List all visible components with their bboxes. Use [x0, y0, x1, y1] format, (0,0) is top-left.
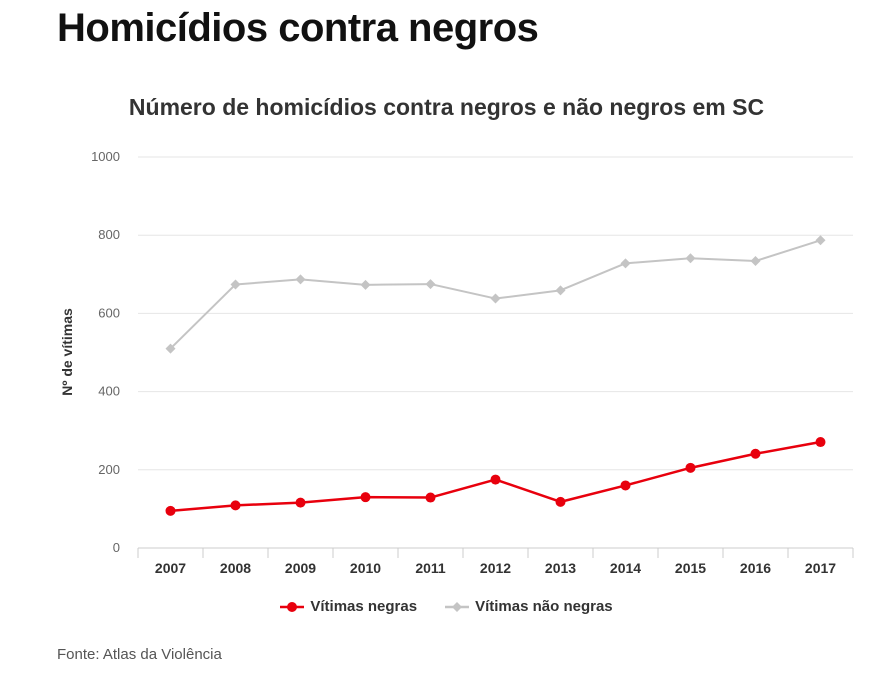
data-point-2009[interactable]: [295, 497, 306, 508]
series: [165, 235, 826, 516]
gridlines: [138, 156, 853, 471]
data-point-2016[interactable]: [750, 448, 761, 459]
legend-swatch-icon: [445, 601, 470, 612]
data-point-2011[interactable]: [425, 279, 436, 290]
x-tick-label-2012: 2012: [480, 560, 511, 576]
legend-item-vitimas-negras[interactable]: Vítimas negras: [280, 598, 417, 615]
data-point-2008[interactable]: [230, 279, 241, 290]
y-axis-label: Nº de vítimas: [59, 308, 75, 396]
data-point-2012[interactable]: [490, 474, 501, 485]
y-tick-label-0: 0: [113, 540, 120, 555]
x-tick-label-2011: 2011: [415, 560, 446, 576]
legend-label: Vítimas negras: [310, 598, 418, 615]
data-point-2017[interactable]: [815, 235, 826, 246]
y-tick-label-1000: 1000: [91, 149, 120, 164]
data-point-2009[interactable]: [295, 274, 306, 285]
x-tick-label-2007: 2007: [155, 560, 186, 576]
x-tick-label-2015: 2015: [675, 560, 706, 576]
data-point-2008[interactable]: [230, 500, 241, 511]
x-tick-label-2016: 2016: [740, 560, 771, 576]
data-point-2010[interactable]: [360, 279, 371, 290]
data-point-2012[interactable]: [490, 293, 501, 304]
series-vitimas-negras: [165, 437, 826, 516]
chart-legend: Vítimas negras Vítimas não negras: [0, 598, 893, 615]
series-vitimas-nao-negras: [165, 235, 826, 354]
axes: 0 200 400 600 800 1000 2007 2008 2009 2010 2011 201…: [91, 149, 854, 576]
data-point-2015[interactable]: [685, 462, 696, 473]
x-tick-label-2010: 2010: [350, 560, 381, 576]
source-note: Fonte: Atlas da Violência: [57, 646, 222, 663]
x-tick-label-2017: 2017: [805, 560, 836, 576]
y-tick-label-200: 200: [98, 462, 120, 477]
legend-swatch-icon: [280, 601, 305, 612]
data-point-2011[interactable]: [425, 492, 436, 503]
data-point-2007[interactable]: [165, 505, 176, 516]
data-point-2015[interactable]: [685, 253, 696, 264]
data-point-2016[interactable]: [750, 256, 761, 267]
data-point-2007[interactable]: [165, 343, 176, 354]
data-point-2010[interactable]: [360, 492, 371, 503]
legend-label: Vítimas não negras: [475, 598, 613, 615]
y-tick-label-600: 600: [98, 305, 120, 320]
y-tick-label-800: 800: [98, 227, 120, 242]
x-tick-label-2009: 2009: [285, 560, 316, 576]
page-headline: Homicídios contra negros: [57, 6, 539, 50]
data-point-2013[interactable]: [555, 285, 566, 296]
chart-title: Número de homicídios contra negros e não…: [128, 94, 765, 120]
data-point-2017[interactable]: [815, 437, 826, 448]
x-tick-label-2008: 2008: [220, 560, 251, 576]
y-tick-label-400: 400: [98, 384, 120, 399]
legend-item-vitimas-nao-negras[interactable]: Vítimas não negras: [445, 598, 613, 615]
x-tick-label-2013: 2013: [545, 560, 576, 576]
data-point-2013[interactable]: [555, 496, 566, 507]
data-point-2014[interactable]: [620, 480, 631, 491]
x-tick-label-2014: 2014: [610, 560, 641, 576]
data-point-2014[interactable]: [620, 258, 631, 269]
